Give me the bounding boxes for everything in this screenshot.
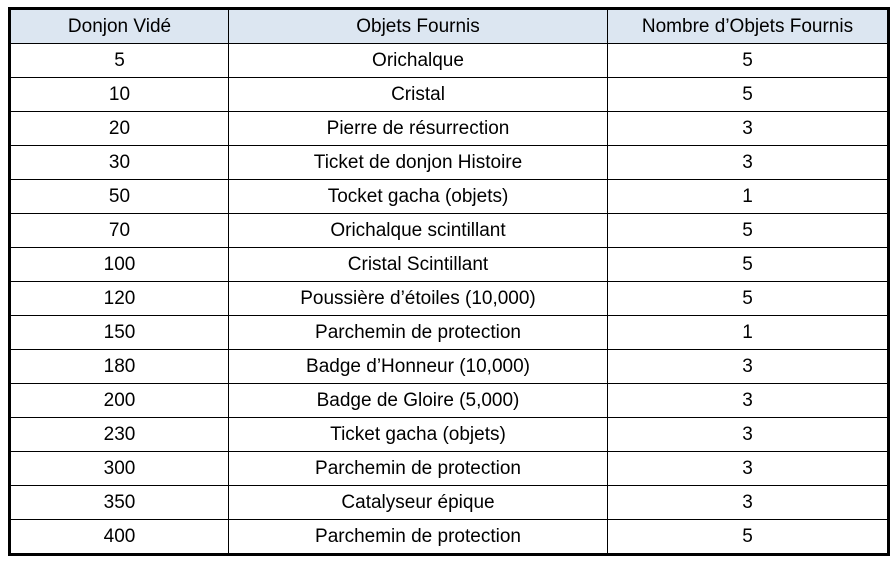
cell-donjon-vide: 100 — [9, 247, 229, 282]
dungeon-rewards-table: Donjon Vidé Objets Fournis Nombre d’Obje… — [8, 7, 890, 556]
cell-objets-fournis: Parchemin de protection — [228, 315, 608, 350]
table-row: 70 Orichalque scintillant 5 — [9, 213, 889, 248]
cell-donjon-vide: 30 — [9, 145, 229, 180]
cell-nombre-objets: 3 — [607, 451, 889, 486]
cell-objets-fournis: Ticket gacha (objets) — [228, 417, 608, 452]
table-row: 5 Orichalque 5 — [9, 43, 889, 78]
cell-objets-fournis: Cristal Scintillant — [228, 247, 608, 282]
table-row: 20 Pierre de résurrection 3 — [9, 111, 889, 146]
cell-donjon-vide: 50 — [9, 179, 229, 214]
cell-donjon-vide: 200 — [9, 383, 229, 418]
cell-donjon-vide: 400 — [9, 519, 229, 555]
table-row: 120 Poussière d’étoiles (10,000) 5 — [9, 281, 889, 316]
cell-donjon-vide: 20 — [9, 111, 229, 146]
cell-objets-fournis: Tocket gacha (objets) — [228, 179, 608, 214]
cell-nombre-objets: 5 — [607, 213, 889, 248]
table-row: 230 Ticket gacha (objets) 3 — [9, 417, 889, 452]
cell-objets-fournis: Orichalque — [228, 43, 608, 78]
table-row: 150 Parchemin de protection 1 — [9, 315, 889, 350]
table-row: 50 Tocket gacha (objets) 1 — [9, 179, 889, 214]
cell-nombre-objets: 5 — [607, 43, 889, 78]
cell-objets-fournis: Parchemin de protection — [228, 519, 608, 555]
cell-nombre-objets: 3 — [607, 349, 889, 384]
table-row: 400 Parchemin de protection 5 — [9, 519, 889, 555]
cell-nombre-objets: 5 — [607, 519, 889, 555]
table-row: 350 Catalyseur épique 3 — [9, 485, 889, 520]
table-row: 200 Badge de Gloire (5,000) 3 — [9, 383, 889, 418]
cell-nombre-objets: 3 — [607, 485, 889, 520]
cell-nombre-objets: 3 — [607, 383, 889, 418]
table-row: 100 Cristal Scintillant 5 — [9, 247, 889, 282]
cell-donjon-vide: 150 — [9, 315, 229, 350]
table-row: 300 Parchemin de protection 3 — [9, 451, 889, 486]
cell-donjon-vide: 120 — [9, 281, 229, 316]
cell-nombre-objets: 1 — [607, 315, 889, 350]
table-row: 10 Cristal 5 — [9, 77, 889, 112]
cell-nombre-objets: 3 — [607, 417, 889, 452]
cell-objets-fournis: Cristal — [228, 77, 608, 112]
cell-nombre-objets: 3 — [607, 145, 889, 180]
cell-donjon-vide: 300 — [9, 451, 229, 486]
cell-objets-fournis: Ticket de donjon Histoire — [228, 145, 608, 180]
cell-objets-fournis: Parchemin de protection — [228, 451, 608, 486]
cell-nombre-objets: 5 — [607, 247, 889, 282]
cell-donjon-vide: 350 — [9, 485, 229, 520]
header-nombre-objets: Nombre d’Objets Fournis — [607, 8, 889, 44]
cell-donjon-vide: 230 — [9, 417, 229, 452]
cell-objets-fournis: Badge d’Honneur (10,000) — [228, 349, 608, 384]
cell-nombre-objets: 5 — [607, 281, 889, 316]
cell-donjon-vide: 180 — [9, 349, 229, 384]
cell-objets-fournis: Pierre de résurrection — [228, 111, 608, 146]
header-row: Donjon Vidé Objets Fournis Nombre d’Obje… — [9, 8, 889, 44]
cell-nombre-objets: 1 — [607, 179, 889, 214]
cell-objets-fournis: Poussière d’étoiles (10,000) — [228, 281, 608, 316]
header-donjon-vide: Donjon Vidé — [9, 8, 229, 44]
cell-nombre-objets: 5 — [607, 77, 889, 112]
cell-donjon-vide: 70 — [9, 213, 229, 248]
header-objets-fournis: Objets Fournis — [228, 8, 608, 44]
table-row: 30 Ticket de donjon Histoire 3 — [9, 145, 889, 180]
cell-objets-fournis: Orichalque scintillant — [228, 213, 608, 248]
cell-objets-fournis: Catalyseur épique — [228, 485, 608, 520]
cell-objets-fournis: Badge de Gloire (5,000) — [228, 383, 608, 418]
table-row: 180 Badge d’Honneur (10,000) 3 — [9, 349, 889, 384]
cell-donjon-vide: 5 — [9, 43, 229, 78]
cell-donjon-vide: 10 — [9, 77, 229, 112]
cell-nombre-objets: 3 — [607, 111, 889, 146]
